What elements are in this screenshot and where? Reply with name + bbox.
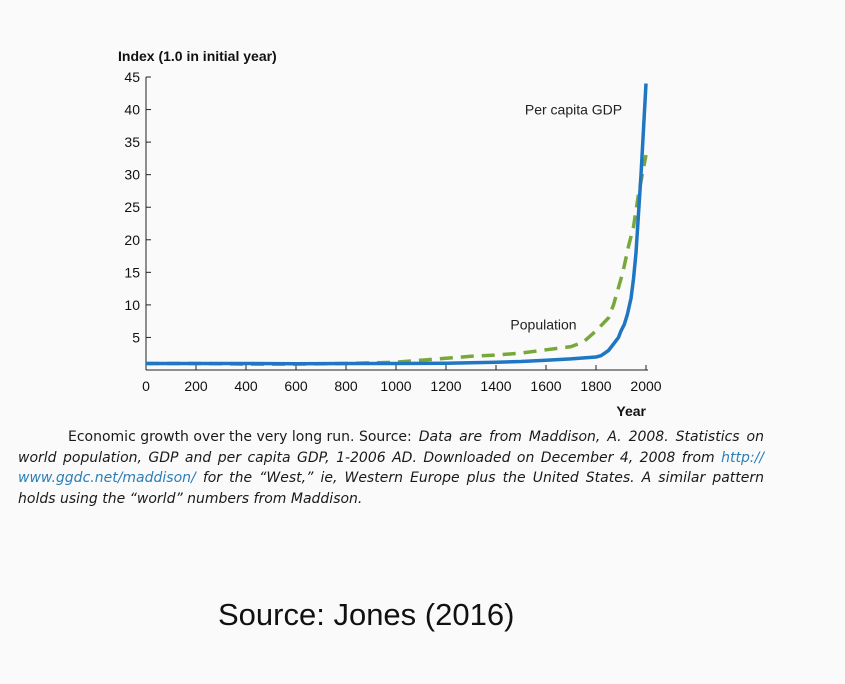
series-labels: Per capita GDP Population: [510, 102, 622, 333]
y-tick-label: 25: [124, 199, 140, 215]
population-line: [146, 154, 648, 366]
x-tick-label: 0: [142, 378, 150, 394]
y-axis-title: Index (1.0 in initial year): [118, 48, 277, 64]
x-tick-label: 1000: [380, 378, 411, 394]
x-tick-label: 400: [234, 378, 258, 394]
y-tick-label: 35: [124, 134, 140, 150]
x-tick-label: 1800: [580, 378, 611, 394]
x-tick-label: 1600: [530, 378, 561, 394]
x-tick-label: 200: [184, 378, 208, 394]
y-tick-label: 15: [124, 264, 140, 280]
axes: 5 10 15 20 25 30 35 40 45 0 200 400 600 800 1000 1200 14…: [124, 69, 661, 394]
x-tick-label: 2000: [630, 378, 661, 394]
per-capita-gdp-label: Per capita GDP: [525, 102, 622, 118]
figure-caption: Economic growth over the very long run. …: [18, 427, 764, 509]
x-tick-label: 1200: [430, 378, 461, 394]
x-axis-title: Year: [616, 403, 646, 419]
x-tick-label: 800: [334, 378, 358, 394]
x-tick-label: 600: [284, 378, 308, 394]
population-label: Population: [510, 316, 576, 332]
y-tick-label: 20: [124, 232, 140, 248]
caption-link[interactable]: http:// www.ggdc.net/maddison/: [18, 449, 765, 487]
y-tick-label: 10: [124, 297, 140, 313]
y-tick-label: 30: [124, 167, 140, 183]
series-lines: [146, 83, 648, 366]
per-capita-gdp-line: [146, 83, 648, 366]
caption-lead: Economic growth over the very long run. …: [68, 429, 412, 445]
source-credit: Source: Jones (2016): [218, 597, 515, 632]
caption-body: Data are from Maddison, A. 2008. Statist…: [18, 429, 764, 466]
y-tick-label: 5: [132, 329, 140, 345]
caption-tail: for the “West,” ie, Western Europe plus …: [18, 470, 765, 507]
economic-growth-chart: Index (1.0 in initial year) Year 5 10 15 20…: [118, 48, 662, 419]
y-tick-label: 45: [124, 69, 140, 85]
x-tick-label: 1400: [480, 378, 511, 394]
y-tick-label: 40: [124, 102, 140, 118]
